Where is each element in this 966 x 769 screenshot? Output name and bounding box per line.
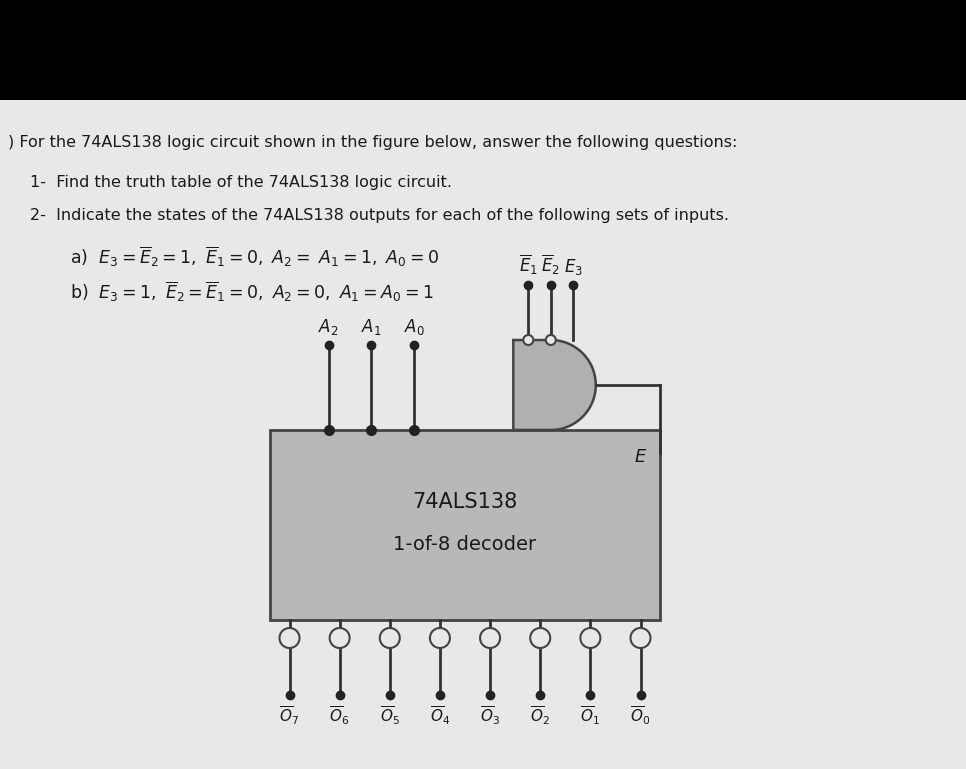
- Circle shape: [581, 628, 600, 648]
- Circle shape: [329, 628, 350, 648]
- Circle shape: [380, 628, 400, 648]
- Text: $\overline{O}_1$: $\overline{O}_1$: [581, 705, 600, 727]
- Circle shape: [524, 335, 533, 345]
- Text: 2-  Indicate the states of the 74ALS138 outputs for each of the following sets o: 2- Indicate the states of the 74ALS138 o…: [30, 208, 729, 223]
- Bar: [0, 100, 966, 769]
- Text: $A_0$: $A_0$: [404, 317, 425, 337]
- Text: 74ALS138: 74ALS138: [412, 492, 518, 512]
- Text: ) For the 74ALS138 logic circuit shown in the figure below, answer the following: ) For the 74ALS138 logic circuit shown i…: [8, 135, 737, 150]
- Circle shape: [631, 628, 650, 648]
- Text: $\overline{O}_4$: $\overline{O}_4$: [430, 705, 450, 727]
- Text: $\overline{O}_3$: $\overline{O}_3$: [480, 705, 500, 727]
- Text: 1-of-8 decoder: 1-of-8 decoder: [393, 534, 536, 554]
- Circle shape: [279, 628, 299, 648]
- Text: $\overline{O}_2$: $\overline{O}_2$: [530, 705, 550, 727]
- Polygon shape: [513, 340, 596, 430]
- Text: $\overline{O}_6$: $\overline{O}_6$: [329, 705, 350, 727]
- Circle shape: [430, 628, 450, 648]
- Text: $\overline{O}_7$: $\overline{O}_7$: [279, 705, 299, 727]
- Bar: [0, 0, 966, 100]
- Text: $\overline{E}_1$: $\overline{E}_1$: [519, 253, 538, 277]
- Text: b)  $E_3 = 1,\ \overline{E}_2 = \overline{E}_1 = 0,\ A_2 = 0,\ A_1 = A_0 = 1$: b) $E_3 = 1,\ \overline{E}_2 = \overline…: [70, 280, 434, 305]
- Text: $A_2$: $A_2$: [318, 317, 339, 337]
- Bar: [270, 430, 660, 620]
- Text: $\overline{O}_5$: $\overline{O}_5$: [380, 705, 400, 727]
- Text: a)  $E_3 = \overline{E}_2 = 1,\ \overline{E}_1 = 0,\ A_2 =\ A_1 = 1,\ A_0 = 0$: a) $E_3 = \overline{E}_2 = 1,\ \overline…: [70, 245, 440, 269]
- Circle shape: [480, 628, 500, 648]
- Text: $\overline{E}_2$: $\overline{E}_2$: [541, 253, 560, 277]
- Text: $A_1$: $A_1$: [361, 317, 382, 337]
- Text: $\overline{O}_0$: $\overline{O}_0$: [631, 705, 651, 727]
- Text: E: E: [635, 448, 645, 466]
- Text: 1-  Find the truth table of the 74ALS138 logic circuit.: 1- Find the truth table of the 74ALS138 …: [30, 175, 452, 190]
- Circle shape: [546, 335, 555, 345]
- Circle shape: [530, 628, 551, 648]
- Text: $E_3$: $E_3$: [564, 257, 582, 277]
